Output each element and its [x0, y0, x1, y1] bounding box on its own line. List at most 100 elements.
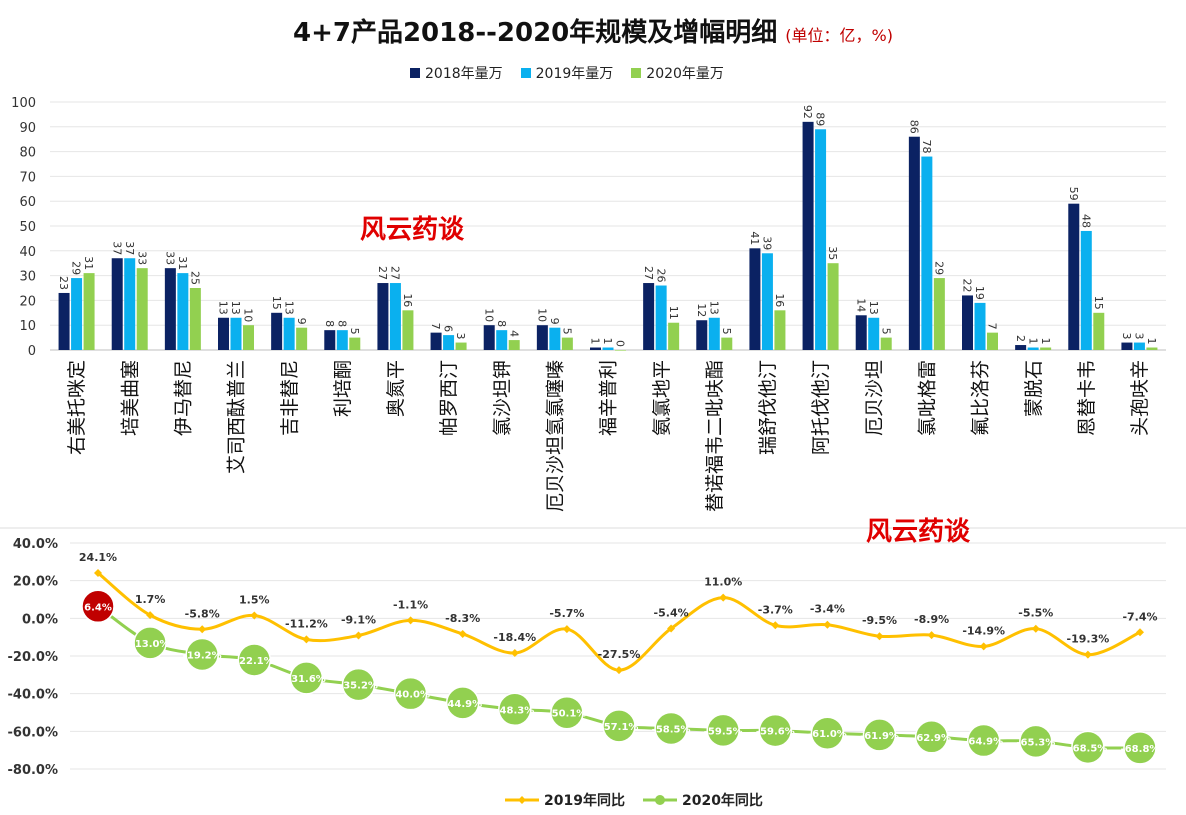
legend-label: 2018年量万: [425, 66, 503, 82]
data-label-2020: -62.9%: [912, 733, 951, 744]
line-legend-item: 2019年同比: [505, 790, 625, 810]
bar: [483, 325, 495, 350]
bar-y-tick-label: 90: [19, 121, 36, 136]
point-2020: [445, 686, 480, 720]
bar: [377, 283, 389, 350]
bar: [933, 278, 945, 350]
bar-y-tick-label: 20: [19, 294, 36, 309]
line-y-tick-label: -20.0%: [8, 650, 59, 665]
title-text: 4+7产品2018--2020年规模及增幅明细: [293, 18, 778, 48]
bar: [721, 337, 733, 350]
bar: [668, 322, 680, 350]
bar: [815, 129, 827, 350]
bar-data-label: 37: [110, 241, 123, 255]
bar-category-label: 头孢呋辛: [1129, 360, 1151, 436]
bar-data-label: 16: [401, 293, 414, 307]
data-label-2019: -18.4%: [493, 631, 536, 644]
point-2020: [706, 713, 740, 748]
data-label-2020: -68.5%: [1068, 743, 1107, 754]
point-2020: [237, 643, 272, 677]
bar: [962, 295, 973, 350]
bar: [189, 288, 201, 350]
point-2020: [289, 661, 324, 695]
bar-category-label: 瑞舒伐他汀: [757, 360, 779, 455]
line-y-tick-label: -40.0%: [8, 688, 59, 703]
bar-category-label: 奥氮平: [385, 360, 407, 417]
bar: [855, 315, 867, 350]
legend-label: 2019年量万: [535, 66, 614, 82]
bar-category-label: 艾司西酞普兰: [226, 360, 248, 474]
point-2020: [550, 695, 584, 730]
bar-y-tick-label: 40: [19, 245, 36, 260]
bar-data-label: 1: [589, 338, 602, 345]
point-2019: [1031, 624, 1040, 633]
bar-data-label: 5: [720, 328, 733, 335]
data-label-2019: -3.7%: [758, 603, 793, 616]
bar-data-label: 13: [867, 301, 880, 315]
bar-category-label: 氯吡格雷: [917, 360, 939, 436]
bar: [177, 273, 189, 350]
line-legend: 2019年同比 2020年同比: [505, 790, 763, 810]
data-label-2020: 6.4%: [84, 602, 112, 613]
point-2019: [146, 611, 155, 620]
point-2019: [510, 648, 519, 657]
bar-category-label: 氟比洛芬: [970, 360, 992, 436]
legend-line-marker: [505, 796, 539, 804]
point-2019: [354, 631, 363, 640]
bar-data-label: 5: [561, 328, 574, 335]
line-y-tick-label: 20.0%: [13, 575, 58, 590]
data-label-2019: -5.5%: [1018, 607, 1053, 620]
bar-data-label: 92: [801, 105, 814, 119]
bar: [1015, 345, 1027, 350]
bar-data-label: 13: [282, 301, 295, 315]
data-label-2020: -35.2%: [339, 681, 378, 692]
data-label-2020: -31.6%: [287, 674, 326, 685]
point-2019: [1136, 628, 1144, 637]
bar-data-label: 37: [123, 241, 136, 255]
bar-data-label: 48: [1079, 214, 1092, 228]
bar-data-label: 2: [1014, 335, 1027, 342]
point-2020: [185, 637, 219, 672]
bar-category-label: 氨氯地平: [651, 360, 673, 436]
bar-data-label: 27: [389, 266, 402, 280]
bar-data-label: 86: [908, 120, 921, 134]
bar-data-label: 15: [1092, 296, 1105, 310]
point-2020: [81, 589, 115, 624]
data-label-2019: -9.1%: [341, 613, 376, 626]
bar: [508, 340, 520, 350]
data-label-2020: -44.9%: [443, 699, 482, 710]
bar-data-label: 41: [748, 231, 761, 245]
bar-data-label: 59: [1067, 187, 1080, 201]
bar-data-label: 6: [442, 325, 455, 332]
bar-y-tick-label: 60: [19, 195, 36, 210]
bar-category-label: 伊马替尼: [173, 360, 195, 436]
line-y-tick-label: -60.0%: [8, 725, 59, 740]
point-2020: [498, 692, 532, 727]
data-label-2019: -7.4%: [1122, 610, 1157, 623]
bar: [1146, 347, 1158, 350]
bar: [708, 317, 720, 350]
legend-swatch: [410, 68, 420, 78]
bar: [1027, 347, 1039, 350]
point-2019: [771, 621, 780, 630]
bar-data-label: 14: [854, 298, 867, 312]
line-y-tick-label: -80.0%: [8, 763, 59, 778]
bar-category-label: 右美托咪定: [66, 360, 88, 455]
bar-data-label: 8: [323, 320, 336, 327]
bar-category-label: 培美曲塞: [119, 360, 141, 436]
bar-category-label: 福辛普利: [598, 360, 620, 436]
bar: [230, 317, 242, 350]
point-2020: [1123, 731, 1157, 765]
data-label-2020: -50.1%: [547, 709, 586, 720]
data-label-2019: -5.8%: [185, 607, 220, 620]
bar-category-label: 吉非替尼: [279, 360, 301, 436]
bar: [1080, 230, 1092, 350]
bar-data-label: 16: [773, 293, 786, 307]
bar: [1093, 312, 1105, 350]
bar-data-label: 4: [507, 330, 520, 337]
bar-data-label: 1: [1039, 338, 1052, 345]
data-label-2020: -22.1%: [235, 656, 274, 667]
watermark-top: 风云药谈: [360, 215, 465, 245]
data-label-2019: -27.5%: [598, 648, 641, 661]
bar-data-label: 35: [826, 246, 839, 260]
